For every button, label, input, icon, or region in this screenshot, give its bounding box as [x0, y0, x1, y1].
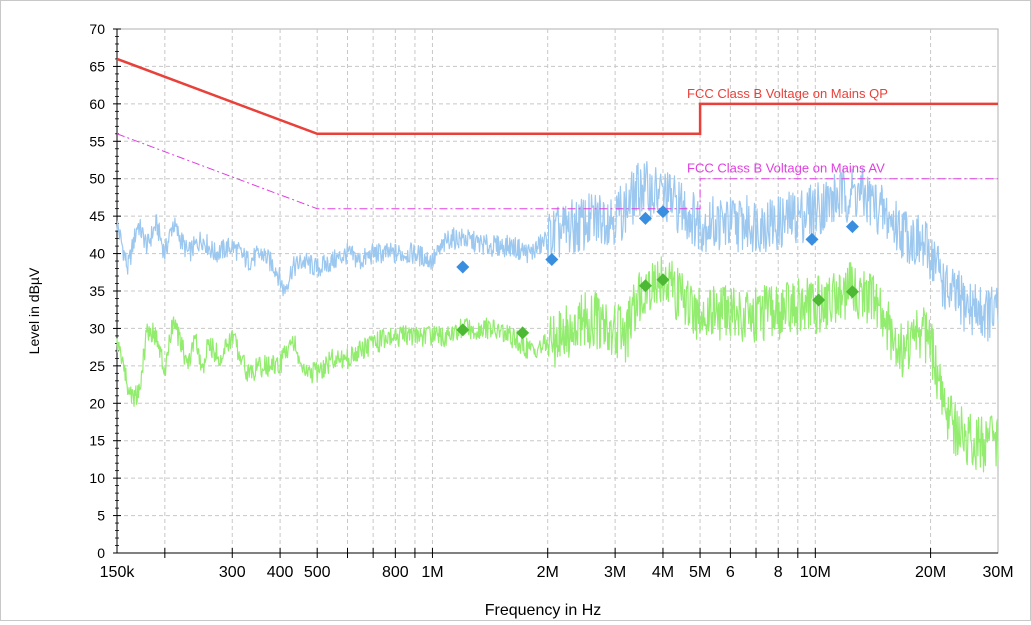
y-tick-label: 30 — [89, 320, 105, 336]
limits-layer — [116, 57, 998, 210]
markers-layer — [456, 205, 859, 340]
x-tick-label: 3M — [604, 564, 626, 581]
measurement-marker — [516, 326, 530, 340]
y-tick-label: 5 — [97, 508, 105, 524]
y-tick-label: 10 — [89, 470, 105, 486]
measurement-marker — [805, 232, 819, 246]
measurement-marker — [845, 220, 859, 234]
y-tick-label: 55 — [89, 133, 105, 149]
y-tick-label: 50 — [89, 171, 105, 187]
series-trace — [116, 256, 999, 473]
x-axis-title: Frequency in Hz — [485, 602, 602, 619]
qp-limit-label: FCC Class B Voltage on Mains QP — [687, 86, 888, 101]
x-tick-label: 10M — [800, 564, 831, 581]
x-tick-label: 500 — [304, 564, 331, 581]
measurement-marker — [845, 285, 859, 299]
x-tick-label: 400 — [267, 564, 294, 581]
x-tick-label: 4M — [652, 564, 674, 581]
y-tick-label: 65 — [89, 58, 105, 74]
measurement-marker — [638, 211, 652, 225]
y-tick-label: 15 — [89, 433, 105, 449]
x-tick-label: 30M — [982, 564, 1013, 581]
av-limit-line — [116, 133, 998, 210]
y-tick-label: 0 — [97, 545, 105, 561]
series-trace — [116, 161, 999, 342]
x-tick-label: 2M — [537, 564, 559, 581]
measurement-marker — [638, 279, 652, 293]
x-tick-label: 1M — [421, 564, 443, 581]
x-tick-label: 6 — [726, 564, 735, 581]
measurement-marker — [812, 293, 826, 307]
y-tick-label: 25 — [89, 358, 105, 374]
y-tick-label: 20 — [89, 395, 105, 411]
measurement-marker — [656, 205, 670, 219]
x-tick-label: 300 — [219, 564, 246, 581]
y-tick-label: 40 — [89, 246, 105, 262]
measurement-marker — [656, 273, 670, 287]
x-tick-label: 20M — [915, 564, 946, 581]
qp-limit-line — [116, 57, 998, 136]
x-tick-label: 5M — [689, 564, 711, 581]
av-limit-label: FCC Class B Voltage on Mains AV — [687, 161, 885, 176]
measurement-marker — [545, 253, 559, 267]
x-tick-label: 800 — [382, 564, 409, 581]
measurement-marker — [456, 260, 470, 274]
x-tick-label: 8 — [774, 564, 783, 581]
y-axis-title: Level in dBµV — [26, 267, 42, 354]
x-tick-label: 150k — [100, 564, 136, 581]
y-tick-label: 70 — [89, 21, 105, 37]
series-layer — [116, 161, 999, 473]
measurement-marker — [456, 323, 470, 337]
y-tick-label: 35 — [89, 283, 105, 299]
y-tick-label: 60 — [89, 96, 105, 112]
y-tick-label: 45 — [89, 208, 105, 224]
labels-layer: FCC Class B Voltage on Mains QP FCC Class… — [687, 86, 888, 176]
ticks-layer: 0 5 10 15 20 25 30 35 40 45 50 55 60 65 70 150k 300 400 50… — [89, 21, 1013, 581]
